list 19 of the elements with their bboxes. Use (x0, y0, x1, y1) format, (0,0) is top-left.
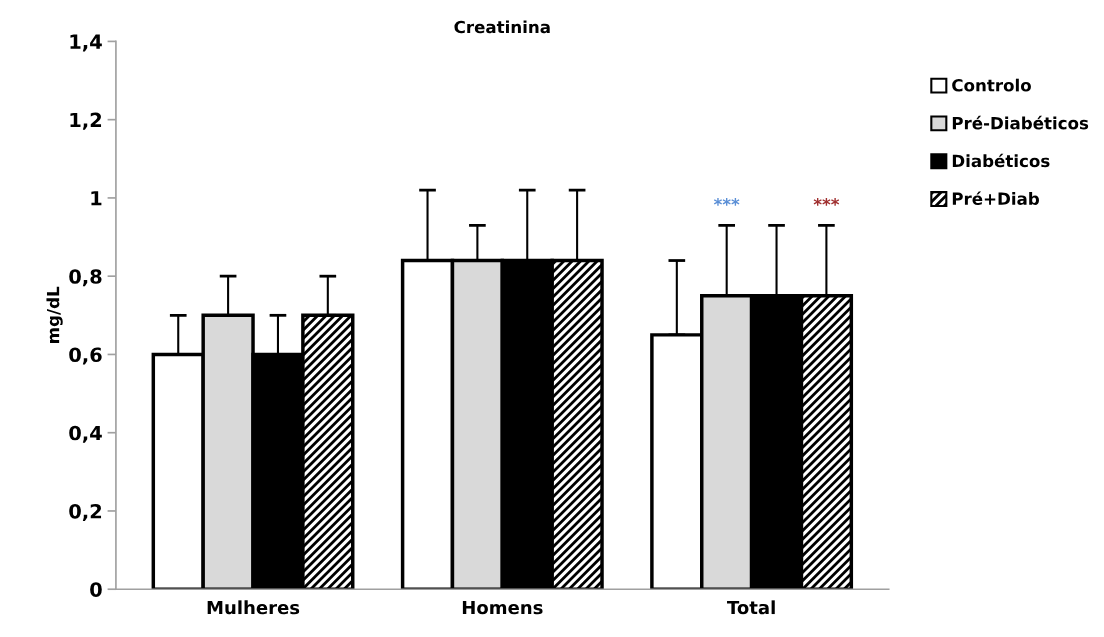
y-tick-label: 0,8 (69, 269, 102, 287)
y-tick-label: 0 (90, 582, 102, 597)
y-tick-label: 0,6 (69, 347, 102, 365)
y-tick-label: 0,2 (69, 503, 102, 522)
legend-label: Pré-Diabéticos (952, 115, 1089, 130)
annotation: *** (813, 197, 840, 206)
y-tick-label: 1 (91, 191, 102, 206)
y-tick-label: 1,2 (70, 112, 102, 130)
x-tick-label: Homens (462, 600, 543, 615)
legend-label: Diabéticos (952, 153, 1050, 168)
x-tick-label: Total (727, 600, 775, 615)
annotation: *** (713, 197, 740, 206)
legend-label: Controlo (952, 78, 1031, 92)
y-axis-title: mg/dL (46, 286, 63, 343)
x-tick-label: Mulheres (207, 600, 300, 615)
chart-title: Creatinina (454, 20, 550, 34)
legend-label: Pré+Diab (952, 191, 1039, 205)
y-tick-label: 1,4 (70, 34, 102, 52)
y-tick-label: 0,4 (69, 425, 102, 443)
